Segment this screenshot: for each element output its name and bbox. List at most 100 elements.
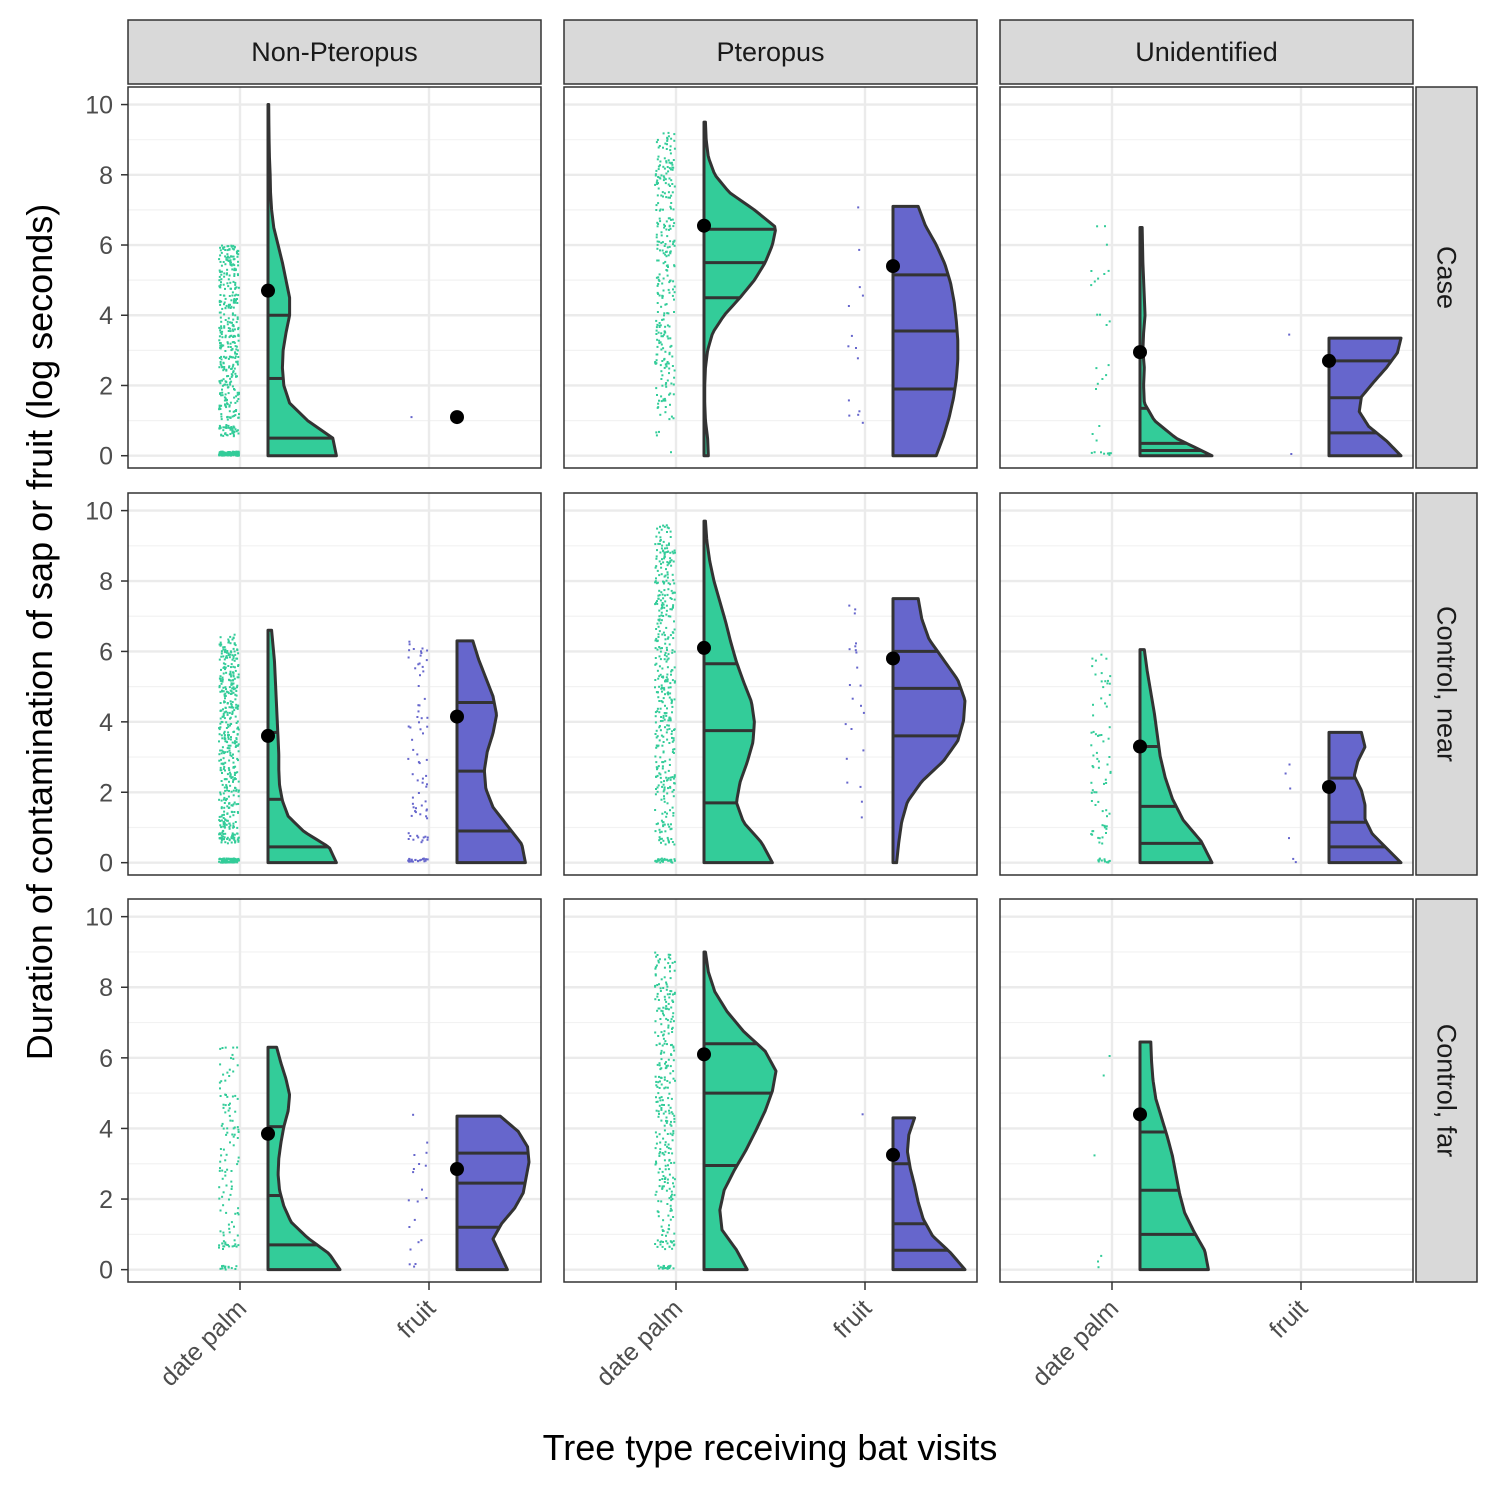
data-point [229,738,232,741]
data-point [661,318,664,321]
data-point [672,560,675,563]
data-point [418,704,421,707]
data-point [656,302,659,304]
data-point [226,402,228,405]
data-point [232,824,235,827]
data-point [220,413,223,416]
x-axis-title: Tree type receiving bat visits [543,1427,998,1468]
data-point [668,185,671,187]
data-point [232,674,235,677]
data-point [657,959,660,962]
data-point [665,579,668,582]
data-point [655,557,658,560]
data-point [654,647,657,650]
data-point [667,1024,670,1027]
data-point [656,259,659,262]
data-point [228,274,231,277]
data-point [223,658,226,661]
data-point [1092,714,1095,717]
data-point [1108,693,1111,696]
data-point [232,706,235,709]
data-point [1090,451,1093,454]
data-point [658,1152,661,1155]
data-point [226,255,229,258]
data-point [236,860,238,863]
data-point [226,320,229,323]
data-point [223,294,226,297]
data-point [860,816,863,819]
data-point [236,706,239,709]
data-point [222,1231,225,1234]
data-point [221,450,224,453]
data-point [669,615,672,618]
data-point [660,194,663,197]
data-point [233,1126,236,1129]
data-point [425,809,428,812]
data-point [662,1137,665,1140]
data-point [1103,273,1106,275]
data-point [659,987,662,990]
data-point [668,372,670,375]
data-point [1108,453,1111,456]
data-point [657,1081,660,1084]
data-point [223,355,225,358]
data-point [672,417,675,420]
data-point [233,709,236,712]
data-point [218,815,221,818]
data-point [235,657,238,660]
facet-panel [563,898,978,1283]
data-point [229,428,232,431]
data-point [231,312,234,315]
data-point [672,637,675,640]
data-point [668,1197,671,1200]
data-point [671,806,674,809]
data-point [417,859,419,862]
data-point [226,341,229,344]
data-point [667,1143,670,1146]
data-point [658,176,661,179]
data-point [222,1148,225,1151]
data-point [667,719,670,722]
data-point [218,860,221,863]
data-point [667,196,670,199]
data-point [231,385,234,388]
data-point [1108,1055,1111,1057]
data-point [218,753,221,756]
data-point [663,525,666,528]
data-point [218,832,221,835]
data-point [656,790,659,793]
data-point [660,611,663,614]
data-point [225,425,228,428]
data-point [666,1043,668,1046]
data-point [1100,1254,1103,1257]
data-point [223,383,226,386]
data-point [670,1043,673,1046]
data-point [670,673,672,676]
data-point [236,727,239,730]
data-point [219,1095,222,1097]
data-point [669,1264,672,1267]
data-point [670,202,673,204]
data-point [236,733,239,736]
data-point [232,336,235,338]
data-point [654,1031,657,1034]
data-point [411,802,414,805]
data-point [664,652,667,654]
data-point [237,294,240,297]
data-point [232,1070,235,1073]
data-point [233,811,236,813]
data-point [670,564,673,567]
data-point [654,1243,657,1245]
data-point [669,557,672,560]
data-point [666,728,669,731]
data-point [412,1168,415,1170]
data-point [235,1265,238,1268]
data-point [224,432,227,435]
data-point [416,834,419,837]
data-point [230,1170,233,1172]
data-point [662,741,665,743]
data-point [222,454,225,457]
data-point [656,221,659,224]
data-point [227,357,230,360]
data-point [662,252,665,255]
